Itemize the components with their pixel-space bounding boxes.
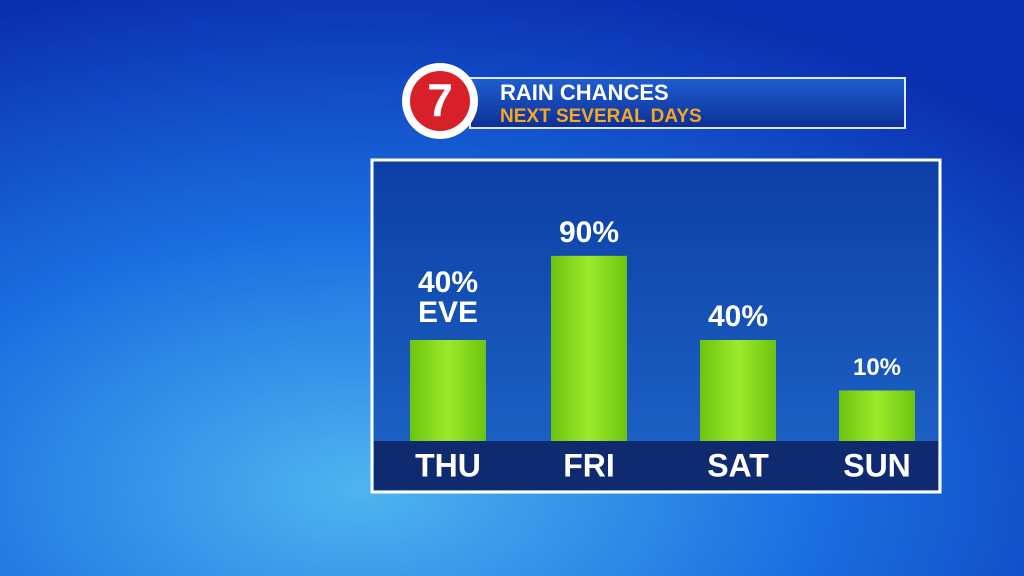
x-tick-label: THU — [415, 447, 481, 483]
value-label: 90% — [559, 216, 619, 249]
annotation: EVE — [418, 296, 478, 329]
bar — [839, 390, 915, 441]
value-label: 10% — [853, 354, 901, 381]
logo: 7 — [427, 74, 453, 126]
x-tick-label: SAT — [707, 447, 769, 483]
chart-subtitle: NEXT SEVERAL DAYS — [500, 106, 702, 127]
logo-disc — [410, 71, 470, 131]
category-band — [374, 441, 938, 490]
chart-title: RAIN CHANCES — [500, 80, 669, 105]
bar — [410, 340, 486, 441]
value-label: 40% — [708, 300, 768, 333]
bar — [700, 340, 776, 441]
x-tick-label: SUN — [843, 447, 911, 483]
x-tick-label: FRI — [563, 447, 615, 483]
bar — [551, 255, 627, 441]
value-label: 40% — [418, 266, 478, 299]
